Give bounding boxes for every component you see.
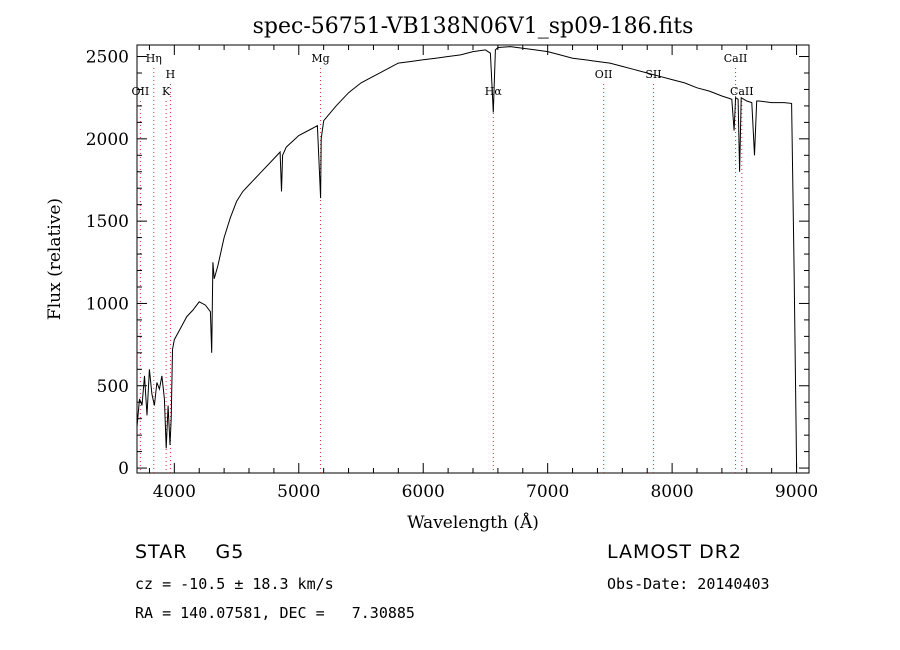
spectral-line-label: H [166, 68, 176, 81]
spectral-line-label: OII [132, 85, 150, 98]
spectral-line-label: K [162, 85, 171, 98]
object-class: STAR G5 [135, 541, 245, 563]
y-tick-label: 1000 [86, 294, 129, 314]
x-tick-label: 8000 [650, 482, 693, 502]
x-axis-label: Wavelength (Å) [407, 512, 539, 533]
x-tick-label: 9000 [775, 482, 818, 502]
spectral-line-label: Hη [146, 52, 162, 65]
spectrum-line [136, 46, 798, 469]
axes: 4000 5000 6000 7000 8000 9000 0 500 1000 1500 2000… [86, 45, 818, 502]
y-axis-label: Flux (relative) [45, 198, 65, 320]
y-tick-label: 2500 [86, 48, 129, 68]
survey-name: LAMOST DR2 [607, 541, 742, 563]
coordinates-line: RA = 140.07581, DEC = 7.30885 [135, 604, 415, 622]
redshift-line: cz = -10.5 ± 18.3 km/s [135, 575, 334, 593]
y-tick-label: 0 [118, 459, 129, 479]
x-tick-label: 4000 [153, 482, 196, 502]
x-tick-label: 7000 [526, 482, 569, 502]
chart-title: spec-56751-VB138N06V1_sp09-186.fits [253, 14, 694, 39]
spectral-line-label: OII [595, 68, 613, 81]
x-tick-label: 6000 [402, 482, 445, 502]
y-tick-label: 500 [97, 377, 129, 397]
y-tick-label: 1500 [86, 212, 129, 232]
plot-frame [136, 44, 810, 474]
spectral-line-label: Mg [311, 52, 329, 65]
x-tick-label: 5000 [277, 482, 320, 502]
spectral-line-label: CaII [730, 85, 754, 98]
spectral-line-label: CaII [724, 52, 748, 65]
observation-date: Obs-Date: 20140403 [607, 575, 770, 593]
y-tick-label: 2000 [86, 130, 129, 150]
